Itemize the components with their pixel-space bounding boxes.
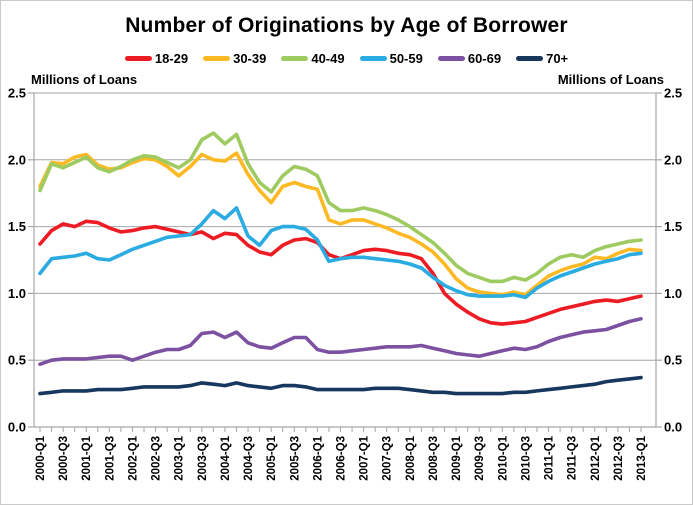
x-tick-label: 2010-Q3 [520, 436, 532, 481]
x-tick-label: 2003-Q3 [197, 436, 209, 481]
legend-item-50-59: 50-59 [359, 51, 423, 66]
y-tick-label-right: 1.5 [664, 219, 682, 234]
x-tick-label: 2013-Q1 [636, 435, 648, 480]
y-tick-label-right: 2.5 [664, 86, 682, 101]
x-tick-label: 2000-Q1 [35, 435, 47, 480]
y-tick-label-right: 0.0 [664, 420, 682, 435]
x-tick-label: 2005-Q1 [266, 435, 278, 480]
x-tick-label: 2009-Q3 [474, 436, 486, 481]
y-tick-label-right: 0.5 [664, 353, 682, 368]
series-line-70+ [38, 375, 643, 396]
y-tick-label-left: 1.0 [8, 286, 26, 301]
x-tick-label: 2001-Q1 [81, 435, 93, 480]
x-tick-label: 2008-Q3 [428, 436, 440, 481]
x-tick-label: 2008-Q1 [405, 435, 417, 480]
y-tick-label-left: 1.5 [8, 219, 26, 234]
x-tick-label: 2010-Q1 [497, 435, 509, 480]
legend-swatch-70+ [516, 56, 544, 61]
x-tick-label: 2002-Q1 [127, 435, 139, 480]
x-tick-label: 2006-Q3 [336, 436, 348, 481]
chart-title: Number of Originations by Age of Borrowe… [125, 14, 568, 37]
x-tick-label: 2002-Q3 [151, 436, 163, 481]
x-tick-label: 2001-Q3 [104, 436, 116, 481]
x-tick-label: 2003-Q1 [174, 435, 186, 480]
legend-item-40-49: 40-49 [281, 51, 345, 66]
x-tick-label: 2007-Q3 [382, 436, 394, 481]
legend-label-18-29: 18-29 [154, 51, 189, 66]
y-tick-label-left: 2.5 [8, 86, 26, 101]
y-axis-title-left: Millions of Loans [31, 72, 138, 87]
legend-label-50-59: 50-59 [389, 51, 423, 66]
y-tick-label-right: 2.0 [664, 152, 682, 167]
x-tick-label: 2009-Q1 [451, 435, 463, 480]
legend-swatch-30-39 [203, 56, 231, 61]
legend-item-60-69: 60-69 [437, 51, 502, 66]
y-tick-label-left: 0.5 [8, 353, 26, 368]
series-line-18-29 [38, 219, 643, 326]
x-tick-label: 2012-Q1 [590, 435, 602, 480]
legend-label-60-69: 60-69 [467, 51, 502, 66]
series-line-40-49 [38, 131, 643, 284]
x-tick-label: 2006-Q1 [312, 435, 324, 480]
x-tick-label: 2004-Q1 [220, 435, 232, 480]
x-tick-label: 2004-Q3 [243, 436, 255, 481]
series-line-60-69 [38, 316, 643, 367]
x-tick-label: 2012-Q3 [613, 436, 625, 481]
legend-swatch-18-29 [124, 56, 152, 61]
legend-swatch-50-59 [359, 56, 387, 61]
chart-legend: 18-29 30-39 40-49 50-59 60-69 70+ [1, 51, 692, 66]
legend-label-40-49: 40-49 [311, 51, 345, 66]
x-tick-label: 2000-Q3 [58, 436, 70, 481]
y-tick-label-left: 0.0 [8, 420, 26, 435]
series-line-30-39 [38, 151, 643, 297]
series-line-50-59 [38, 206, 643, 300]
y-tick-label-right: 1.0 [664, 286, 682, 301]
legend-item-18-29: 18-29 [124, 51, 189, 66]
y-axis-title-right: Millions of Loans [557, 72, 664, 87]
legend-swatch-40-49 [281, 56, 309, 61]
legend-label-70+: 70+ [546, 51, 569, 66]
x-tick-label: 2007-Q1 [359, 435, 371, 480]
x-tick-label: 2011-Q3 [567, 436, 579, 480]
y-tick-label-left: 2.0 [8, 152, 26, 167]
legend-item-30-39: 30-39 [203, 51, 266, 66]
legend-item-70+: 70+ [516, 51, 568, 66]
legend-label-30-39: 30-39 [233, 51, 267, 66]
x-tick-label: 2005-Q3 [289, 436, 301, 481]
x-tick-label: 2011-Q1 [544, 435, 556, 480]
legend-swatch-60-69 [437, 56, 465, 61]
